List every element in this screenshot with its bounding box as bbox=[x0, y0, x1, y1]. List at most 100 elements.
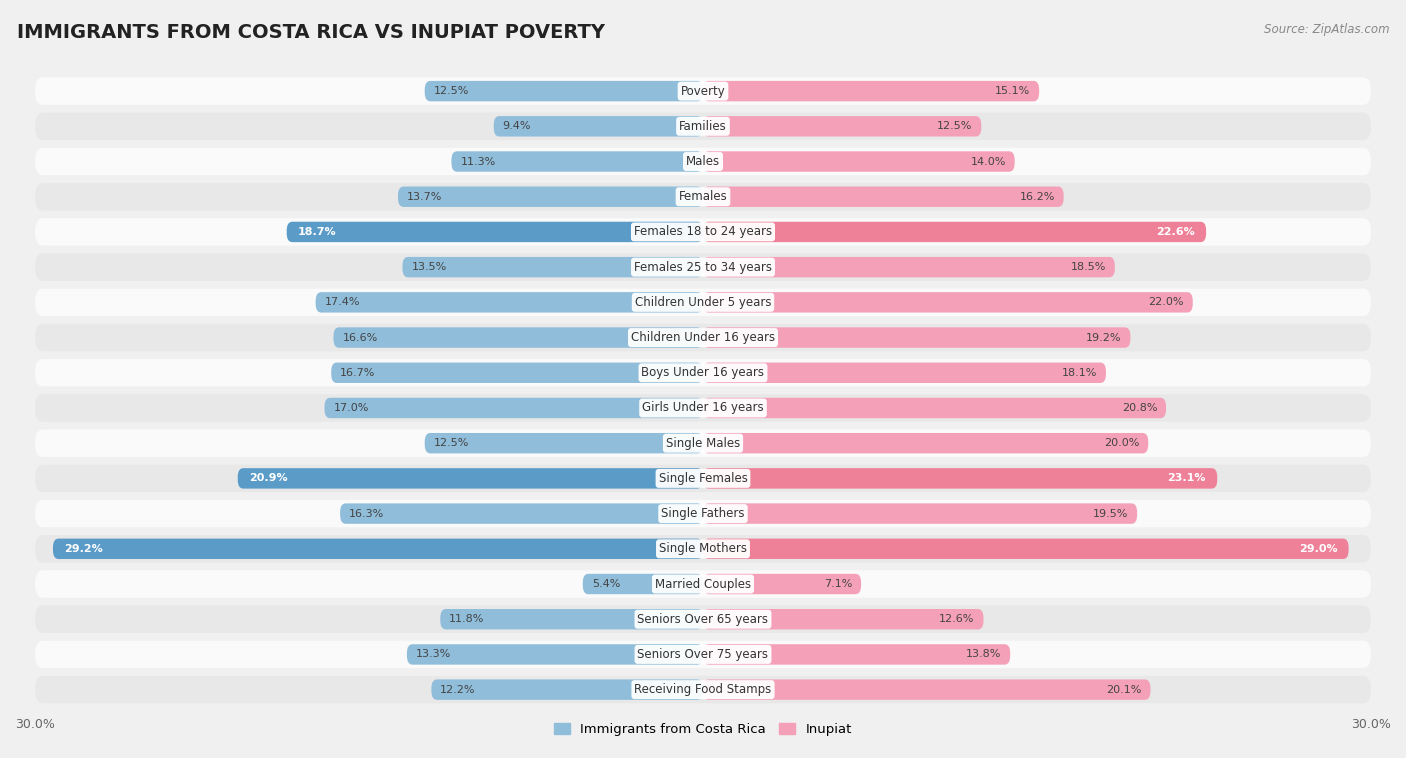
Text: 20.9%: 20.9% bbox=[249, 474, 287, 484]
FancyBboxPatch shape bbox=[35, 641, 1371, 668]
Text: Families: Families bbox=[679, 120, 727, 133]
FancyBboxPatch shape bbox=[35, 289, 1371, 316]
FancyBboxPatch shape bbox=[451, 152, 703, 172]
Text: 9.4%: 9.4% bbox=[503, 121, 531, 131]
Text: 22.0%: 22.0% bbox=[1149, 297, 1184, 307]
FancyBboxPatch shape bbox=[35, 148, 1371, 175]
FancyBboxPatch shape bbox=[35, 500, 1371, 528]
Text: Girls Under 16 years: Girls Under 16 years bbox=[643, 402, 763, 415]
Text: Single Fathers: Single Fathers bbox=[661, 507, 745, 520]
Text: 29.2%: 29.2% bbox=[65, 543, 103, 554]
Text: Females 18 to 24 years: Females 18 to 24 years bbox=[634, 225, 772, 239]
FancyBboxPatch shape bbox=[703, 468, 1218, 489]
Text: 16.3%: 16.3% bbox=[349, 509, 384, 518]
FancyBboxPatch shape bbox=[332, 362, 703, 383]
FancyBboxPatch shape bbox=[703, 257, 1115, 277]
FancyBboxPatch shape bbox=[315, 292, 703, 312]
FancyBboxPatch shape bbox=[35, 465, 1371, 492]
Text: 12.5%: 12.5% bbox=[936, 121, 973, 131]
FancyBboxPatch shape bbox=[703, 362, 1107, 383]
FancyBboxPatch shape bbox=[325, 398, 703, 418]
Text: 12.5%: 12.5% bbox=[433, 86, 470, 96]
FancyBboxPatch shape bbox=[35, 676, 1371, 703]
FancyBboxPatch shape bbox=[425, 81, 703, 102]
Text: Source: ZipAtlas.com: Source: ZipAtlas.com bbox=[1264, 23, 1389, 36]
Text: 18.1%: 18.1% bbox=[1062, 368, 1097, 377]
FancyBboxPatch shape bbox=[35, 183, 1371, 211]
Text: 7.1%: 7.1% bbox=[824, 579, 852, 589]
Text: 12.6%: 12.6% bbox=[939, 614, 974, 625]
FancyBboxPatch shape bbox=[35, 535, 1371, 562]
Text: Seniors Over 65 years: Seniors Over 65 years bbox=[637, 612, 769, 625]
Text: 19.5%: 19.5% bbox=[1092, 509, 1128, 518]
FancyBboxPatch shape bbox=[35, 218, 1371, 246]
Text: 23.1%: 23.1% bbox=[1167, 474, 1206, 484]
Text: Females 25 to 34 years: Females 25 to 34 years bbox=[634, 261, 772, 274]
FancyBboxPatch shape bbox=[398, 186, 703, 207]
FancyBboxPatch shape bbox=[35, 113, 1371, 140]
Text: 22.6%: 22.6% bbox=[1156, 227, 1195, 237]
Text: 17.4%: 17.4% bbox=[325, 297, 360, 307]
Text: IMMIGRANTS FROM COSTA RICA VS INUPIAT POVERTY: IMMIGRANTS FROM COSTA RICA VS INUPIAT PO… bbox=[17, 23, 605, 42]
FancyBboxPatch shape bbox=[35, 606, 1371, 633]
FancyBboxPatch shape bbox=[703, 292, 1192, 312]
FancyBboxPatch shape bbox=[35, 430, 1371, 457]
Text: Single Mothers: Single Mothers bbox=[659, 542, 747, 556]
FancyBboxPatch shape bbox=[53, 539, 703, 559]
Text: Children Under 16 years: Children Under 16 years bbox=[631, 331, 775, 344]
Text: 17.0%: 17.0% bbox=[333, 403, 368, 413]
Text: Single Males: Single Males bbox=[666, 437, 740, 449]
Text: 16.2%: 16.2% bbox=[1019, 192, 1054, 202]
FancyBboxPatch shape bbox=[402, 257, 703, 277]
FancyBboxPatch shape bbox=[440, 609, 703, 629]
Text: Children Under 5 years: Children Under 5 years bbox=[634, 296, 772, 309]
Legend: Immigrants from Costa Rica, Inupiat: Immigrants from Costa Rica, Inupiat bbox=[548, 717, 858, 741]
Text: 5.4%: 5.4% bbox=[592, 579, 620, 589]
FancyBboxPatch shape bbox=[703, 539, 1348, 559]
FancyBboxPatch shape bbox=[703, 433, 1149, 453]
FancyBboxPatch shape bbox=[238, 468, 703, 489]
Text: 18.7%: 18.7% bbox=[298, 227, 336, 237]
Text: 20.1%: 20.1% bbox=[1107, 684, 1142, 694]
FancyBboxPatch shape bbox=[703, 398, 1166, 418]
Text: 29.0%: 29.0% bbox=[1299, 543, 1337, 554]
Text: Females: Females bbox=[679, 190, 727, 203]
FancyBboxPatch shape bbox=[494, 116, 703, 136]
FancyBboxPatch shape bbox=[432, 679, 703, 700]
FancyBboxPatch shape bbox=[406, 644, 703, 665]
Text: 20.8%: 20.8% bbox=[1122, 403, 1157, 413]
Text: Seniors Over 75 years: Seniors Over 75 years bbox=[637, 648, 769, 661]
FancyBboxPatch shape bbox=[35, 394, 1371, 421]
Text: Single Females: Single Females bbox=[658, 472, 748, 485]
Text: 19.2%: 19.2% bbox=[1085, 333, 1122, 343]
Text: 13.8%: 13.8% bbox=[966, 650, 1001, 659]
FancyBboxPatch shape bbox=[35, 77, 1371, 105]
FancyBboxPatch shape bbox=[35, 253, 1371, 281]
FancyBboxPatch shape bbox=[703, 222, 1206, 242]
FancyBboxPatch shape bbox=[703, 186, 1063, 207]
Text: Receiving Food Stamps: Receiving Food Stamps bbox=[634, 683, 772, 696]
Text: 12.5%: 12.5% bbox=[433, 438, 470, 448]
FancyBboxPatch shape bbox=[703, 81, 1039, 102]
Text: 14.0%: 14.0% bbox=[970, 156, 1005, 167]
FancyBboxPatch shape bbox=[703, 327, 1130, 348]
Text: 12.2%: 12.2% bbox=[440, 684, 475, 694]
FancyBboxPatch shape bbox=[703, 152, 1015, 172]
Text: Males: Males bbox=[686, 155, 720, 168]
FancyBboxPatch shape bbox=[582, 574, 703, 594]
FancyBboxPatch shape bbox=[703, 644, 1010, 665]
Text: 16.6%: 16.6% bbox=[342, 333, 378, 343]
FancyBboxPatch shape bbox=[35, 359, 1371, 387]
Text: 20.0%: 20.0% bbox=[1104, 438, 1139, 448]
Text: 11.3%: 11.3% bbox=[460, 156, 495, 167]
Text: 15.1%: 15.1% bbox=[995, 86, 1031, 96]
Text: Married Couples: Married Couples bbox=[655, 578, 751, 590]
Text: 13.3%: 13.3% bbox=[416, 650, 451, 659]
FancyBboxPatch shape bbox=[703, 574, 860, 594]
Text: Poverty: Poverty bbox=[681, 85, 725, 98]
FancyBboxPatch shape bbox=[425, 433, 703, 453]
FancyBboxPatch shape bbox=[287, 222, 703, 242]
Text: 11.8%: 11.8% bbox=[449, 614, 485, 625]
FancyBboxPatch shape bbox=[333, 327, 703, 348]
FancyBboxPatch shape bbox=[703, 116, 981, 136]
